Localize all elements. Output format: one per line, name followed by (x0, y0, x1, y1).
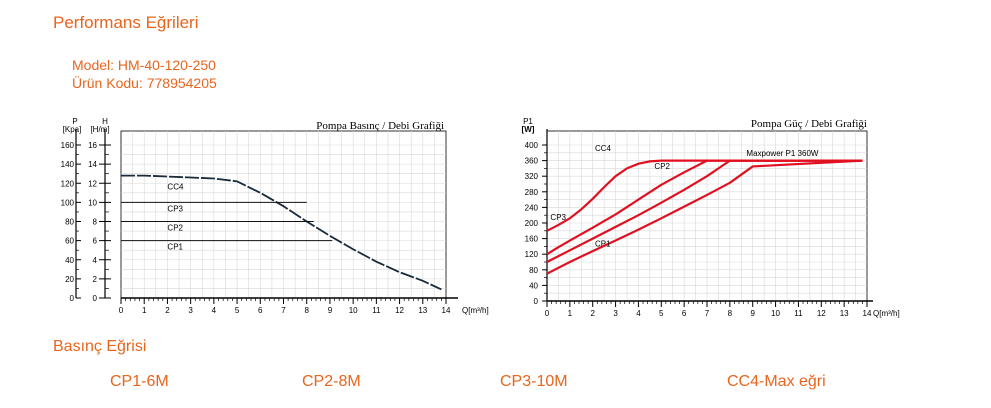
y-axis-label: P1 (523, 117, 533, 126)
series-label-cc4: CC4 (595, 144, 612, 153)
y-tick-label: 200 (525, 219, 539, 228)
series-label-cp3: CP3 (550, 213, 566, 222)
x-tick-label: 4 (636, 309, 641, 318)
series-label-cc4: CC4 (167, 183, 184, 192)
x-tick-label: 8 (304, 306, 309, 315)
product-code-label: Ürün Kodu: 778954205 (72, 75, 217, 91)
x-tick-label: 8 (728, 309, 733, 318)
p-tick-label: 140 (61, 160, 75, 169)
x-tick-label: 10 (349, 306, 358, 315)
page-title: Performans Eğrileri (53, 13, 199, 32)
series-line-cc4 (546, 159, 863, 232)
x-axis-label: Q[m³/h] (462, 306, 489, 315)
x-tick-label: 2 (590, 309, 595, 318)
x-tick-label: 1 (142, 306, 147, 315)
max-power-annotation: Maxpower P1 360W (746, 149, 818, 158)
x-tick-label: 2 (165, 306, 170, 315)
x-tick-label: 6 (682, 309, 687, 318)
p-tick-label: 160 (61, 141, 75, 150)
y-tick-label: 400 (525, 141, 539, 150)
h-axis-label: H (102, 117, 108, 126)
chart-title: Pompa Basınç / Debi Grafiği (316, 120, 444, 132)
y-axis-unit: [W] (522, 125, 535, 134)
x-tick-label: 9 (328, 306, 333, 315)
legend-cp1: CP1-6M (110, 373, 169, 390)
y-tick-label: 80 (529, 266, 538, 275)
h-tick-label: 10 (88, 198, 97, 207)
h-tick-label: 4 (93, 256, 98, 265)
x-tick-label: 4 (212, 306, 217, 315)
series-line-cc4 (121, 174, 442, 291)
series-label-cp1: CP1 (595, 239, 611, 248)
x-tick-label: 14 (863, 309, 872, 318)
p-tick-label: 40 (65, 256, 74, 265)
x-tick-label: 7 (705, 309, 710, 318)
p-axis-unit: [Kpa] (63, 125, 82, 134)
p-tick-label: 80 (65, 218, 74, 227)
section-title: Basınç Eğrisi (53, 338, 147, 355)
h-tick-label: 12 (88, 179, 97, 188)
y-tick-label: 160 (525, 235, 539, 244)
x-tick-label: 13 (418, 306, 427, 315)
y-tick-label: 40 (529, 281, 538, 290)
series-line-cp1 (546, 159, 863, 275)
p-tick-label: 60 (65, 237, 74, 246)
p-tick-label: 100 (61, 198, 75, 207)
h-tick-label: 2 (93, 275, 98, 284)
x-tick-label: 12 (817, 309, 826, 318)
x-axis-label: Q[m³/h] (873, 309, 900, 318)
x-tick-label: 12 (395, 306, 404, 315)
series-label-cp3: CP3 (167, 204, 183, 213)
series-label-cp1: CP1 (167, 243, 183, 252)
y-tick-label: 0 (534, 297, 539, 306)
y-tick-label: 240 (525, 203, 539, 212)
h-tick-label: 16 (88, 141, 97, 150)
legend-cp3: CP3-10M (500, 373, 568, 390)
p-axis-label: P (72, 117, 77, 126)
h-tick-label: 6 (93, 237, 98, 246)
x-tick-label: 10 (771, 309, 780, 318)
h-axis-unit: [H/m] (90, 125, 109, 134)
x-tick-label: 5 (235, 306, 240, 315)
p-tick-label: 120 (61, 179, 75, 188)
h-tick-label: 14 (88, 160, 97, 169)
x-tick-label: 1 (568, 309, 573, 318)
chart-title: Pompa Güç / Debi Grafiği (751, 118, 867, 130)
y-tick-label: 360 (525, 157, 539, 166)
x-tick-label: 7 (281, 306, 286, 315)
legend-cc4: CC4-Max eğri (727, 373, 826, 390)
series-line-cp3 (546, 159, 863, 256)
legend-cp2: CP2-8M (302, 373, 361, 390)
x-tick-label: 5 (659, 309, 664, 318)
series-line-cp2 (546, 159, 863, 263)
x-tick-label: 0 (545, 309, 550, 318)
x-tick-label: 3 (613, 309, 618, 318)
x-tick-label: 0 (119, 306, 124, 315)
x-tick-label: 13 (840, 309, 849, 318)
x-tick-label: 11 (372, 306, 381, 315)
p-tick-label: 0 (70, 294, 75, 303)
h-tick-label: 8 (93, 218, 98, 227)
p-tick-label: 20 (65, 275, 74, 284)
series-label-cp2: CP2 (654, 162, 670, 171)
x-tick-label: 11 (794, 309, 803, 318)
y-tick-label: 280 (525, 188, 539, 197)
model-label: Model: HM-40-120-250 (72, 57, 216, 73)
y-tick-label: 120 (525, 250, 539, 259)
x-tick-label: 9 (750, 309, 755, 318)
x-tick-label: 6 (258, 306, 263, 315)
h-tick-label: 0 (93, 294, 98, 303)
y-tick-label: 320 (525, 172, 539, 181)
x-tick-label: 14 (442, 306, 451, 315)
series-label-cp2: CP2 (167, 224, 183, 233)
x-tick-label: 3 (188, 306, 193, 315)
